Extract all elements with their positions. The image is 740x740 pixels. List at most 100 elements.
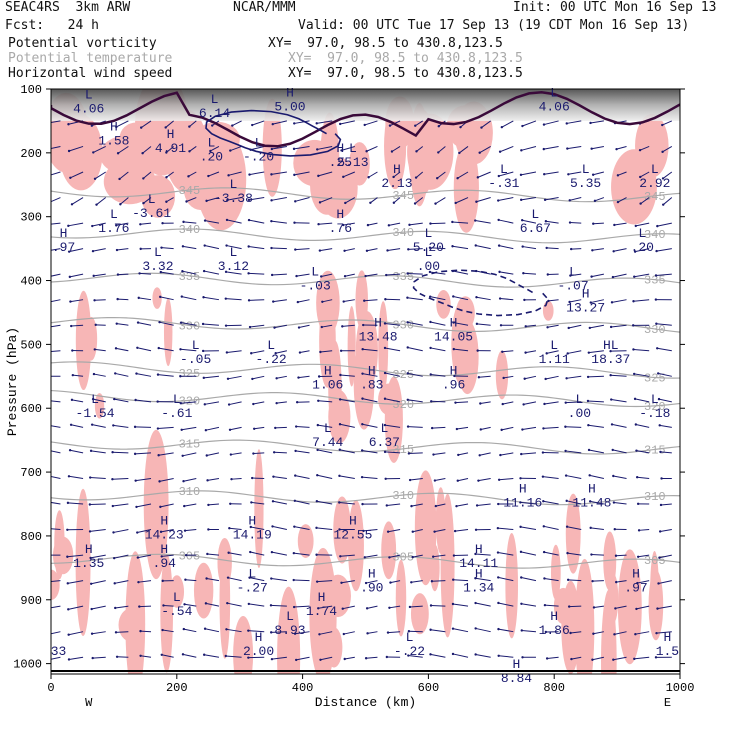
wind-vector-322 — [362, 398, 378, 403]
wind-vector-508 — [138, 580, 152, 583]
extremum-type-35: H — [368, 363, 376, 378]
wind-vector-411 — [478, 477, 491, 482]
wind-arrowhead-545 — [341, 607, 344, 610]
extremum-type-38: L — [173, 392, 181, 407]
wind-arrowhead-496 — [496, 551, 500, 554]
wind-arrowhead-377 — [338, 448, 341, 451]
wind-vector-78 — [544, 171, 559, 175]
wind-vector-104 — [498, 197, 514, 202]
wind-vector-199 — [117, 298, 129, 301]
wind-arrowhead-198 — [93, 299, 96, 302]
wind-vector-54 — [639, 145, 650, 151]
theta-contour-330 — [51, 316, 680, 333]
wind-arrowhead-91 — [205, 199, 208, 203]
wind-vector-278 — [633, 348, 650, 352]
extremum-value-60: -.22 — [394, 644, 425, 659]
wind-arrowhead-453 — [159, 530, 163, 534]
wind-arrowhead-64 — [227, 174, 230, 177]
wind-arrowhead-266 — [361, 348, 364, 351]
wind-arrowhead-516 — [315, 580, 319, 583]
wind-arrowhead-35 — [209, 149, 212, 153]
ytick-label-300: 300 — [20, 211, 42, 225]
wind-vector-254 — [94, 348, 106, 352]
wind-arrowhead-351 — [383, 423, 387, 427]
wind-arrowhead-407 — [384, 477, 387, 480]
wind-arrowhead-40 — [316, 148, 319, 151]
wind-arrowhead-289 — [251, 377, 254, 381]
wind-arrowhead-131 — [474, 219, 477, 222]
wind-arrowhead-96 — [318, 201, 322, 204]
wind-arrowhead-560 — [44, 634, 46, 636]
wind-arrowhead-243 — [475, 322, 479, 326]
wind-arrowhead-145 — [160, 246, 163, 249]
wind-arrowhead-224 — [46, 326, 48, 328]
wind-arrowhead-260 — [225, 351, 229, 354]
wind-vector-517 — [341, 580, 355, 584]
pv-shade-22 — [210, 167, 227, 221]
wind-vector-149 — [248, 245, 265, 250]
wind-vector-444 — [590, 500, 604, 505]
extremum-type-56: H — [318, 590, 326, 605]
wind-vector-74 — [457, 171, 469, 179]
wind-arrowhead-252 — [47, 351, 49, 353]
wind-arrowhead-451 — [112, 531, 115, 534]
wind-vector-306 — [634, 373, 650, 377]
wind-vector-281 — [72, 374, 84, 377]
wind-arrowhead-460 — [315, 526, 318, 530]
wind-vector-559 — [657, 605, 672, 610]
wind-vector-146 — [182, 245, 197, 250]
field-wind-name: Horizontal wind speed — [8, 66, 173, 81]
wind-vector-41 — [341, 145, 355, 151]
wind-vector-282 — [93, 373, 106, 377]
wind-arrowhead-97 — [344, 201, 347, 205]
wind-arrowhead-329 — [522, 403, 525, 406]
wind-arrowhead-367 — [111, 450, 114, 454]
wind-vector-305 — [610, 374, 627, 377]
wind-vector-101 — [435, 197, 446, 205]
extremum-value-39: .00 — [568, 406, 591, 421]
wind-vector-160 — [499, 245, 514, 250]
wind-vector-240 — [407, 321, 423, 326]
theta-label-320-0: 320 — [179, 394, 201, 408]
wind-arrowhead-314 — [179, 402, 183, 405]
wind-vector-331 — [565, 401, 582, 404]
wind-arrowhead-368 — [133, 452, 137, 456]
wind-arrowhead-316 — [227, 403, 231, 406]
wind-vector-318 — [276, 401, 287, 404]
wind-vector-527 — [568, 579, 582, 582]
wind-vector-478 — [90, 554, 106, 559]
wind-vector-106 — [545, 197, 559, 201]
wind-vector-109 — [617, 197, 627, 203]
wind-arrowhead-230 — [179, 321, 183, 324]
extremum-value-37: -1.54 — [76, 406, 115, 421]
wind-arrowhead-297 — [429, 373, 432, 376]
wind-arrowhead-299 — [477, 376, 481, 379]
wind-vector-610 — [547, 656, 559, 659]
wind-arrowhead-68 — [317, 174, 320, 178]
extremum-type-27: H — [582, 287, 590, 302]
wind-arrowhead-102 — [454, 201, 457, 205]
extremum-value-21: .20 — [631, 240, 654, 255]
wind-arrowhead-49 — [520, 149, 523, 152]
wind-arrowhead-212 — [406, 296, 409, 299]
wind-vector-155 — [387, 248, 401, 251]
wind-arrowhead-468 — [496, 526, 500, 530]
wind-arrowhead-482 — [184, 553, 188, 557]
wind-arrowhead-113 — [67, 224, 70, 228]
wind-vector-586 — [635, 631, 650, 635]
pv-shade-28 — [152, 287, 162, 309]
wind-vector-31 — [117, 146, 129, 154]
wind-vector-147 — [204, 245, 220, 250]
wind-vector-66 — [271, 171, 287, 175]
wind-vector-327 — [480, 401, 491, 404]
wind-vector-210 — [364, 299, 378, 302]
wind-arrowhead-45 — [437, 151, 440, 154]
wind-arrowhead-378 — [360, 449, 364, 452]
wind-arrowhead-122 — [270, 219, 273, 223]
wind-arrowhead-166 — [633, 250, 637, 253]
wind-vector-330 — [544, 401, 559, 405]
wind-vector-100 — [414, 197, 424, 204]
wind-arrowhead-34 — [188, 150, 191, 153]
wind-arrowhead-411 — [477, 479, 480, 482]
wind-arrowhead-386 — [541, 451, 545, 454]
